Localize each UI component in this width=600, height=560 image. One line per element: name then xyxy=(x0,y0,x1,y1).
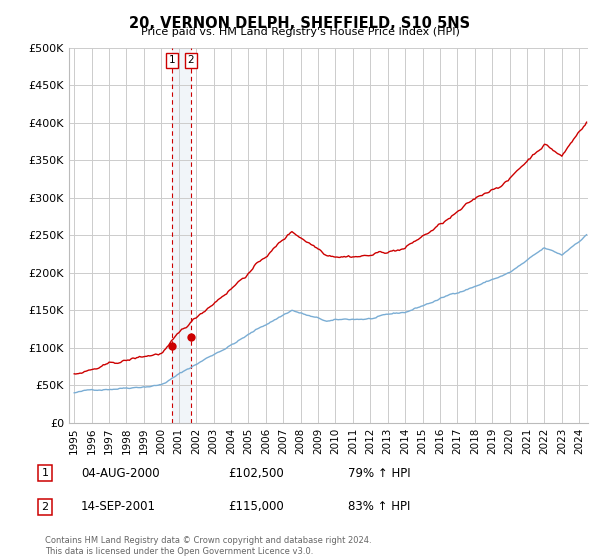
Text: 79% ↑ HPI: 79% ↑ HPI xyxy=(348,466,410,480)
Text: 04-AUG-2000: 04-AUG-2000 xyxy=(81,466,160,480)
Text: Price paid vs. HM Land Registry's House Price Index (HPI): Price paid vs. HM Land Registry's House … xyxy=(140,27,460,37)
Text: £102,500: £102,500 xyxy=(228,466,284,480)
Text: 20, VERNON DELPH, SHEFFIELD, S10 5NS: 20, VERNON DELPH, SHEFFIELD, S10 5NS xyxy=(130,16,470,31)
Text: 1: 1 xyxy=(169,55,176,66)
Text: 83% ↑ HPI: 83% ↑ HPI xyxy=(348,500,410,514)
Text: 1: 1 xyxy=(41,468,49,478)
Text: 14-SEP-2001: 14-SEP-2001 xyxy=(81,500,156,514)
Bar xyxy=(172,48,191,423)
Text: 2: 2 xyxy=(188,55,194,66)
Text: 2: 2 xyxy=(41,502,49,512)
Text: Contains HM Land Registry data © Crown copyright and database right 2024.
This d: Contains HM Land Registry data © Crown c… xyxy=(45,536,371,556)
Text: £115,000: £115,000 xyxy=(228,500,284,514)
